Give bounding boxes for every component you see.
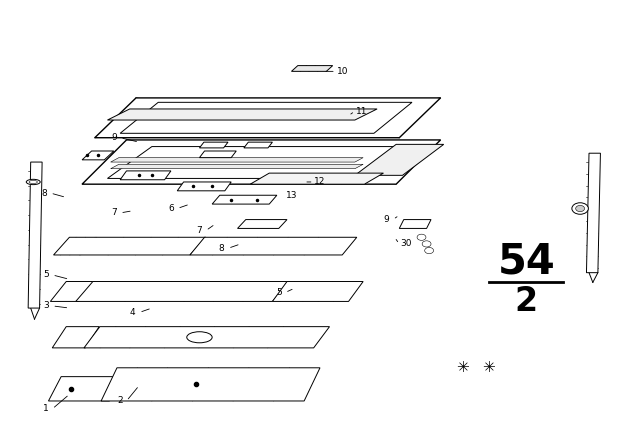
Polygon shape <box>111 158 363 162</box>
Polygon shape <box>28 162 42 308</box>
Text: 7: 7 <box>111 208 116 217</box>
Circle shape <box>422 241 431 247</box>
Polygon shape <box>95 98 440 138</box>
Text: ✳: ✳ <box>482 360 495 375</box>
Circle shape <box>417 234 426 241</box>
Polygon shape <box>273 281 363 302</box>
Polygon shape <box>51 281 95 302</box>
Polygon shape <box>120 102 412 134</box>
Text: 10: 10 <box>337 67 348 76</box>
Polygon shape <box>200 151 236 158</box>
Polygon shape <box>250 173 383 184</box>
Polygon shape <box>399 220 431 228</box>
Polygon shape <box>101 368 320 401</box>
Circle shape <box>425 247 433 254</box>
Text: 12: 12 <box>314 177 326 186</box>
Polygon shape <box>54 237 206 255</box>
Text: 30: 30 <box>400 239 412 248</box>
Polygon shape <box>82 140 440 184</box>
Text: ✳: ✳ <box>456 360 469 375</box>
Text: 6: 6 <box>168 204 174 213</box>
Polygon shape <box>586 153 600 273</box>
Text: 9: 9 <box>384 215 390 224</box>
Polygon shape <box>82 151 114 160</box>
Ellipse shape <box>26 179 40 185</box>
Text: 54: 54 <box>497 241 555 283</box>
Text: 5: 5 <box>43 271 49 280</box>
Polygon shape <box>212 195 277 204</box>
Polygon shape <box>111 164 363 169</box>
Polygon shape <box>291 65 333 71</box>
Polygon shape <box>355 144 444 175</box>
Circle shape <box>572 203 588 214</box>
Polygon shape <box>84 327 330 348</box>
Polygon shape <box>52 327 99 348</box>
Text: 8: 8 <box>219 244 225 253</box>
Text: 8: 8 <box>41 189 47 198</box>
Text: 3: 3 <box>43 302 49 310</box>
Circle shape <box>576 206 584 211</box>
Text: 5: 5 <box>276 288 282 297</box>
Text: 4: 4 <box>130 308 136 317</box>
Polygon shape <box>120 171 171 180</box>
Polygon shape <box>108 109 377 120</box>
Text: 11: 11 <box>355 107 367 116</box>
Text: 13: 13 <box>285 191 297 200</box>
Polygon shape <box>244 142 273 148</box>
Polygon shape <box>177 182 231 191</box>
Text: 1: 1 <box>43 405 49 414</box>
Polygon shape <box>237 220 287 228</box>
Polygon shape <box>76 281 289 302</box>
Text: 9: 9 <box>111 133 116 142</box>
Text: 7: 7 <box>196 226 202 235</box>
Polygon shape <box>108 146 414 178</box>
Polygon shape <box>200 142 228 148</box>
Polygon shape <box>190 237 356 255</box>
Polygon shape <box>49 377 122 401</box>
Text: 2: 2 <box>117 396 123 405</box>
Text: 2: 2 <box>515 285 538 318</box>
